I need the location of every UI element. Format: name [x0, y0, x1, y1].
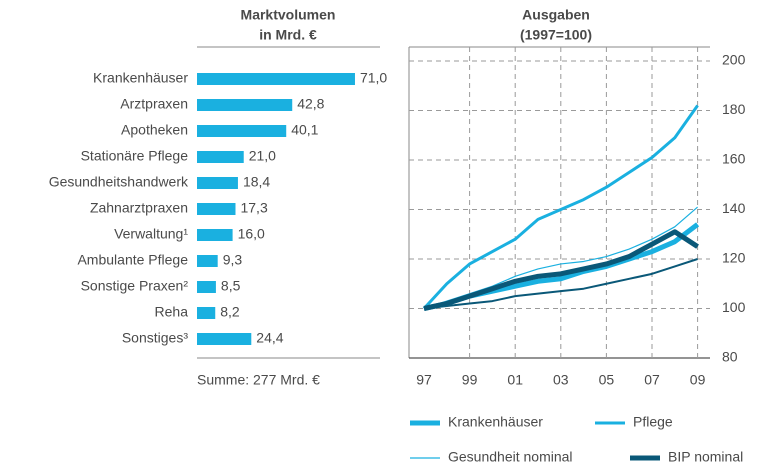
value-label: 21,0 [249, 148, 276, 164]
value-label: 8,5 [221, 278, 241, 294]
bar-title: Marktvolumen [241, 7, 336, 23]
x-tick-label: 97 [416, 372, 432, 388]
bar [197, 151, 244, 163]
line [422, 104, 699, 310]
line [423, 229, 699, 311]
category-label: Stationäre Pflege [81, 148, 189, 164]
category-label: Reha [155, 304, 189, 320]
x-tick-label: 07 [644, 372, 660, 388]
x-tick-label: 99 [462, 372, 478, 388]
bar [197, 125, 287, 137]
bar [197, 229, 233, 241]
y-tick-label: 100 [722, 299, 746, 315]
value-label: 16,0 [238, 226, 265, 242]
line [423, 258, 698, 310]
y-tick-label: 140 [722, 200, 746, 216]
category-label: Sonstiges³ [122, 330, 188, 346]
value-label: 18,4 [243, 174, 270, 190]
x-tick-label: 03 [553, 372, 569, 388]
legend-label: Krankenhäuser [448, 414, 543, 430]
y-tick-label: 160 [722, 151, 746, 167]
y-tick-label: 80 [722, 349, 738, 365]
y-tick-label: 120 [722, 250, 746, 266]
y-tick-label: 200 [722, 52, 746, 68]
category-label: Apotheken [121, 122, 188, 138]
category-label: Gesundheitshandwerk [49, 174, 189, 190]
x-tick-label: 05 [599, 372, 615, 388]
bar [197, 73, 355, 85]
line-title: (1997=100) [520, 27, 592, 43]
category-label: Verwaltung¹ [114, 226, 188, 242]
bar [197, 333, 252, 345]
category-label: Zahnarztpraxen [90, 200, 188, 216]
bar [197, 281, 216, 293]
bar [197, 255, 218, 267]
bar [197, 203, 236, 215]
category-label: Ambulante Pflege [77, 252, 188, 268]
value-label: 40,1 [291, 122, 318, 138]
bar-title: in Mrd. € [259, 27, 317, 43]
y-tick-label: 180 [722, 101, 746, 117]
value-label: 71,0 [360, 70, 387, 86]
annotation: Summe: 277 Mrd. € [197, 372, 320, 388]
legend-label: Pflege [633, 414, 673, 430]
category-label: Sonstige Praxen² [81, 278, 189, 294]
x-tick-label: 01 [507, 372, 523, 388]
bar [197, 307, 216, 319]
bar [197, 99, 293, 111]
value-label: 9,3 [223, 252, 243, 268]
legend-label: BIP nominal [668, 449, 743, 465]
bar [197, 177, 238, 189]
value-label: 24,4 [256, 330, 283, 346]
value-label: 8,2 [220, 304, 240, 320]
value-label: 17,3 [240, 200, 267, 216]
line-title: Ausgaben [522, 7, 590, 23]
x-tick-label: 09 [690, 372, 706, 388]
legend-label: Gesundheit nominal [448, 449, 573, 465]
category-label: Arztpraxen [120, 96, 188, 112]
value-label: 42,8 [297, 96, 324, 112]
category-label: Krankenhäuser [93, 70, 188, 86]
